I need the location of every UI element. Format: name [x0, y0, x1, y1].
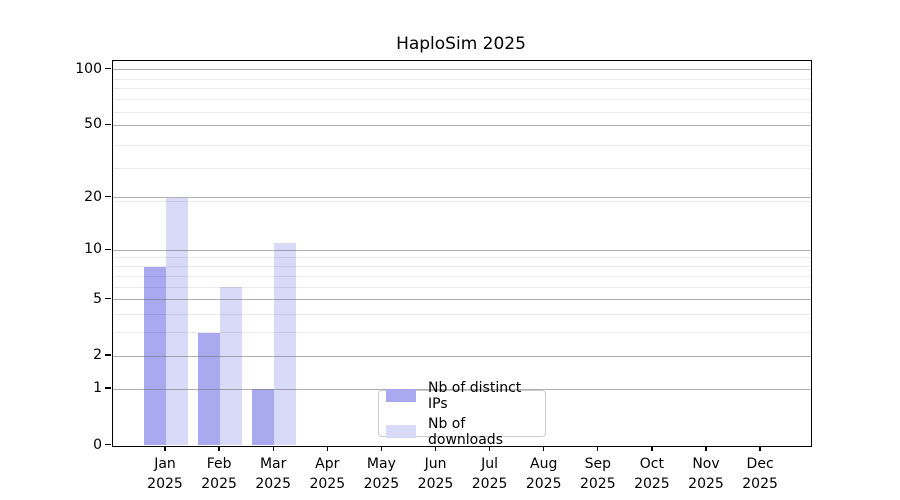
y-tick-label-5: 5 [93, 290, 102, 307]
gridline-minor-60 [113, 111, 811, 113]
y-tick-mark-1 [104, 387, 111, 389]
x-tick-mark-sep [597, 446, 599, 451]
gridline-minor-9 [113, 266, 811, 268]
gridline-major-20 [113, 197, 811, 199]
gridline-major-50 [113, 124, 811, 126]
x-tick-label-jan: Jan 2025 [147, 455, 183, 492]
gridline-minor-10 [113, 257, 811, 259]
x-tick-label-jun: Jun 2025 [417, 455, 454, 492]
x-tick-mark-nov [705, 446, 707, 451]
x-tick-label-jul: Jul 2025 [471, 455, 508, 492]
chart-title: HaploSim 2025 [396, 34, 526, 54]
bar-downloads-jan [166, 197, 188, 446]
y-tick-mark-100 [104, 67, 111, 70]
legend-swatch-downloads [386, 425, 416, 438]
gridline-minor-70 [113, 99, 811, 100]
x-tick-label-dec: Dec 2025 [742, 455, 778, 492]
x-tick-mark-feb [218, 446, 220, 451]
legend-item-distinct-ips: Nb of distinct IPs [386, 380, 538, 412]
y-tick-label-1: 1 [93, 380, 102, 397]
y-tick-mark-5 [104, 297, 111, 300]
gridline-minor-80 [113, 88, 811, 90]
legend: Nb of distinct IPs Nb of downloads [378, 380, 546, 448]
x-tick-mark-may [380, 446, 383, 451]
bar-downloads-feb [220, 287, 243, 446]
x-tick-mark-mar [272, 446, 274, 451]
y-tick-label-100: 100 [75, 60, 102, 77]
plot-area [112, 59, 812, 447]
x-tick-label-sep: Sep 2025 [579, 455, 616, 492]
gridline-minor-30 [113, 168, 811, 169]
y-tick-mark-0 [104, 443, 111, 446]
gridline-major-2 [113, 355, 811, 357]
gridlines-layer [113, 61, 811, 446]
y-tick-mark-50 [104, 123, 111, 125]
x-tick-mark-oct [651, 446, 653, 451]
x-tick-mark-aug [543, 446, 545, 451]
legend-swatch-distinct-ips [386, 389, 416, 402]
x-tick-mark-jul [488, 446, 491, 451]
x-tick-label-aug: Aug 2025 [525, 455, 562, 492]
gridline-major-5 [113, 299, 811, 301]
y-tick-label-0: 0 [93, 436, 102, 453]
x-tick-mark-jan [164, 446, 166, 451]
gridline-major-10 [113, 249, 811, 251]
legend-item-downloads: Nb of downloads [386, 416, 538, 448]
gridline-minor-40 [113, 144, 811, 146]
gridline-minor-7 [113, 286, 811, 288]
gridline-minor-8 [113, 275, 811, 277]
x-tick-label-may: May 2025 [363, 455, 400, 492]
legend-label-distinct-ips: Nb of distinct IPs [428, 379, 522, 412]
y-tick-mark-20 [104, 195, 111, 198]
x-tick-label-nov: Nov 2025 [688, 455, 724, 492]
gridline-minor-5 [113, 313, 811, 315]
gridline-major-1 [113, 388, 811, 390]
x-tick-mark-jun [434, 446, 437, 451]
legend-label-downloads: Nb of downloads [428, 415, 503, 448]
x-tick-mark-apr [326, 446, 328, 451]
x-tick-label-oct: Oct 2025 [634, 455, 670, 492]
x-tick-mark-dec [759, 446, 761, 451]
gridline-minor-20 [113, 201, 811, 203]
y-tick-label-20: 20 [84, 188, 102, 205]
gridline-minor-4 [113, 332, 811, 334]
gridline-minor-90 [113, 78, 811, 80]
bar-distinct-ips-mar [252, 389, 275, 446]
x-tick-label-apr: Apr 2025 [309, 455, 346, 492]
y-tick-label-10: 10 [84, 241, 102, 258]
x-tick-label-feb: Feb 2025 [201, 455, 237, 492]
y-tick-label-50: 50 [84, 116, 102, 133]
bar-downloads-mar [274, 243, 297, 446]
y-tick-label-2: 2 [93, 347, 102, 364]
x-tick-label-mar: Mar 2025 [255, 455, 291, 492]
gridline-major-100 [113, 69, 811, 71]
y-tick-mark-10 [104, 248, 111, 250]
y-tick-mark-2 [104, 354, 111, 356]
